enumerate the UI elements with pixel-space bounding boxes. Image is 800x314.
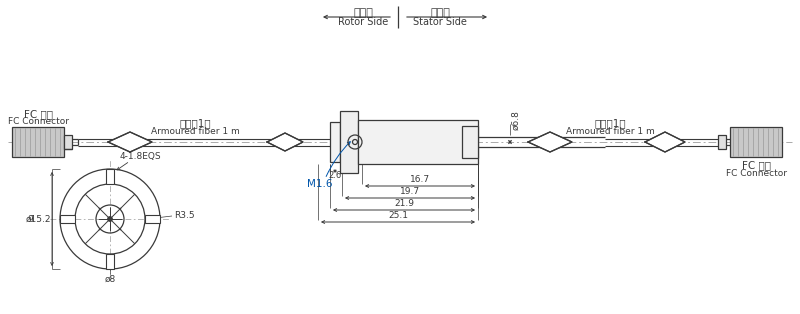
Polygon shape	[528, 132, 572, 152]
Bar	[12, 127, 64, 157]
Bar	[64, 135, 72, 149]
Bar	[730, 127, 782, 157]
Bar	[145, 215, 160, 223]
Text: 16.7: 16.7	[410, 176, 430, 185]
Polygon shape	[267, 133, 303, 151]
Text: 9: 9	[27, 214, 33, 224]
Text: ø8: ø8	[104, 274, 116, 284]
Bar	[718, 135, 726, 149]
Text: M1.6: M1.6	[307, 179, 333, 189]
Circle shape	[107, 216, 113, 221]
Text: 定子边: 定子边	[430, 8, 450, 18]
Bar	[340, 111, 358, 173]
Bar	[60, 215, 75, 223]
Text: FC 接头: FC 接头	[23, 109, 53, 119]
Bar	[462, 126, 478, 158]
Text: Stator Side: Stator Side	[413, 17, 467, 27]
Text: Armoured fiber 1 m: Armoured fiber 1 m	[566, 127, 654, 136]
Bar	[106, 254, 114, 269]
Text: 光纤线1米: 光纤线1米	[179, 118, 211, 128]
Text: FC 接头: FC 接头	[742, 160, 770, 170]
Text: 光纤线1米: 光纤线1米	[594, 118, 626, 128]
Text: 4-1.8EQS: 4-1.8EQS	[119, 153, 161, 161]
Text: Rotor Side: Rotor Side	[338, 17, 388, 27]
Text: 2.6: 2.6	[328, 171, 342, 181]
Text: ø6.8: ø6.8	[511, 110, 521, 130]
Bar	[358, 120, 478, 164]
Text: 19.7: 19.7	[400, 187, 420, 197]
Text: 21.9: 21.9	[394, 199, 414, 208]
Text: ø15.2: ø15.2	[26, 214, 50, 224]
Text: Armoured fiber 1 m: Armoured fiber 1 m	[150, 127, 239, 136]
Polygon shape	[645, 132, 685, 152]
Text: 25.1: 25.1	[388, 212, 408, 220]
Polygon shape	[108, 132, 152, 152]
Bar	[330, 122, 340, 162]
Text: FC Connector: FC Connector	[7, 117, 69, 127]
Text: 转子边: 转子边	[353, 8, 373, 18]
Text: R3.5: R3.5	[174, 210, 194, 219]
Text: FC Connector: FC Connector	[726, 169, 786, 177]
Bar	[106, 169, 114, 184]
